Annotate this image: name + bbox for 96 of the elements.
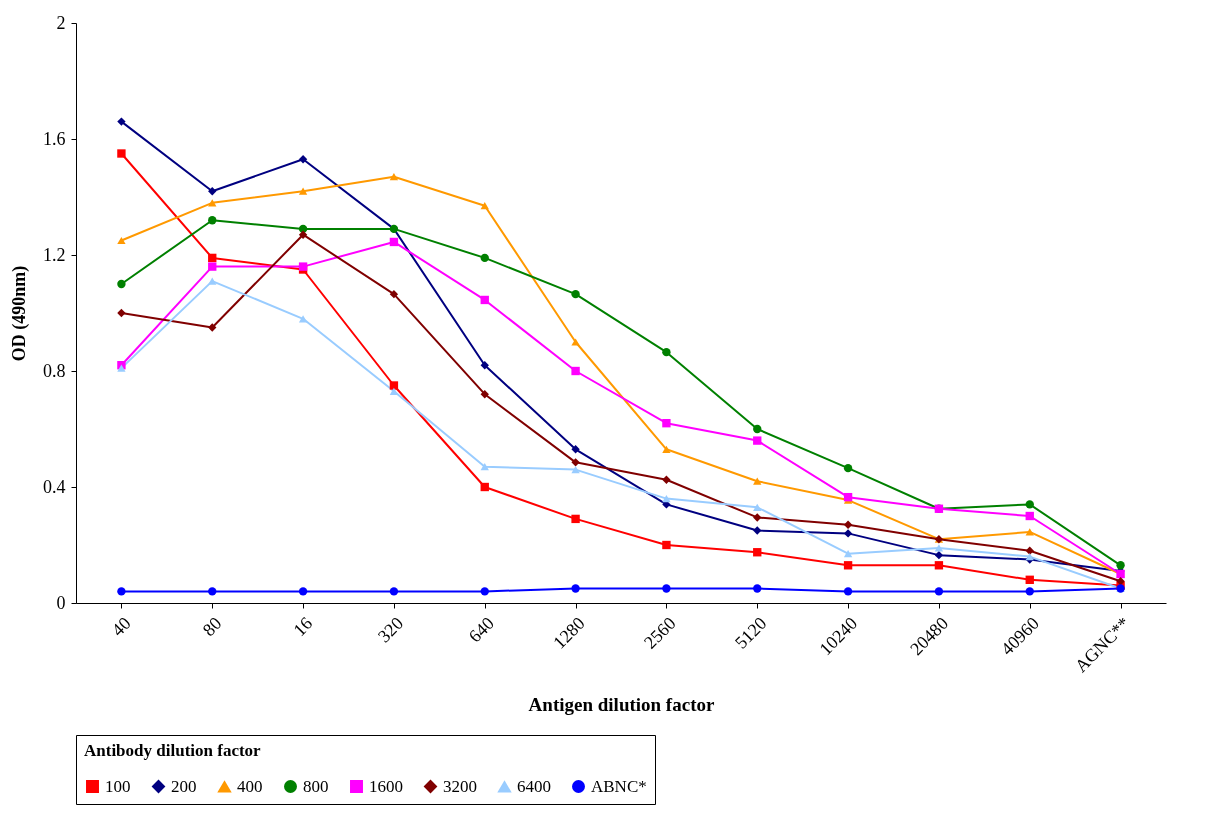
point — [480, 463, 489, 471]
point — [208, 199, 217, 207]
point — [208, 277, 217, 285]
point — [843, 492, 853, 502]
y-tick-label: 0.4 — [43, 476, 66, 497]
x-tick-label: 40 — [107, 613, 135, 640]
point — [480, 482, 489, 492]
legend-label: ABNC* — [591, 776, 647, 796]
point — [480, 361, 489, 370]
point — [480, 587, 489, 596]
point — [662, 540, 671, 550]
point — [298, 187, 308, 195]
point — [389, 381, 399, 390]
legend-label: 800 — [303, 776, 329, 796]
point — [480, 390, 489, 399]
point — [571, 289, 580, 299]
point — [117, 236, 126, 245]
legend-label: 1600 — [369, 776, 403, 796]
point — [571, 514, 580, 524]
x-tick-label: 16 — [289, 613, 317, 640]
point — [208, 187, 217, 196]
y-tick-label: 2 — [56, 12, 66, 33]
point — [753, 477, 762, 485]
legend-label: 100 — [105, 776, 131, 796]
point — [843, 561, 853, 570]
point — [753, 548, 762, 557]
point — [208, 587, 217, 596]
point — [662, 419, 671, 428]
x-tick-label: 640 — [464, 613, 498, 647]
point — [571, 458, 580, 467]
point — [753, 503, 762, 511]
legend-label: 400 — [237, 776, 263, 796]
point — [753, 526, 762, 535]
point — [208, 253, 217, 263]
point — [662, 475, 671, 484]
y-axis-title: OD (490nm) — [9, 265, 30, 362]
point — [662, 584, 671, 593]
point — [208, 216, 217, 225]
point — [571, 465, 580, 474]
point — [843, 520, 853, 529]
point — [753, 424, 762, 434]
point — [571, 584, 580, 593]
point — [1025, 546, 1034, 555]
legend-label: 200 — [171, 776, 197, 796]
point — [662, 445, 671, 453]
point — [117, 149, 126, 158]
point — [298, 587, 308, 596]
point — [480, 202, 489, 210]
point — [934, 587, 944, 596]
point — [1116, 561, 1125, 570]
point — [662, 347, 671, 357]
point — [480, 295, 489, 305]
point — [843, 550, 853, 558]
point — [208, 323, 217, 332]
point — [117, 587, 126, 596]
y-tick-label: 1.6 — [43, 128, 66, 149]
y-tick-label: 0.8 — [43, 360, 66, 381]
legend-label: 6400 — [517, 776, 551, 796]
point — [571, 366, 580, 376]
y-tick-label: 1.2 — [43, 244, 66, 265]
point — [1025, 575, 1034, 584]
point — [843, 463, 853, 473]
point — [843, 587, 853, 596]
point — [117, 117, 126, 126]
legend-label: 3200 — [443, 776, 477, 796]
y-tick-label: 0 — [56, 592, 66, 613]
point — [208, 262, 217, 271]
x-tick-label: 80 — [198, 613, 226, 640]
point — [298, 230, 308, 239]
point — [1025, 528, 1034, 536]
point — [389, 289, 399, 299]
point — [753, 513, 762, 522]
point — [389, 237, 399, 247]
point — [934, 544, 944, 552]
point — [1025, 500, 1034, 509]
point — [1025, 587, 1034, 596]
point — [1116, 577, 1125, 586]
point — [117, 308, 126, 318]
point — [753, 584, 762, 593]
point — [843, 529, 853, 538]
legend-title: Antibody dilution factor — [84, 741, 262, 760]
x-tick-label: 320 — [373, 613, 408, 647]
point — [298, 315, 308, 323]
point — [662, 494, 671, 503]
point — [389, 587, 399, 596]
point — [480, 253, 489, 263]
point — [934, 561, 944, 570]
point — [571, 338, 580, 346]
point — [1025, 511, 1034, 521]
point — [753, 436, 762, 445]
point — [298, 155, 308, 164]
point — [934, 550, 944, 560]
point — [571, 445, 580, 454]
point — [389, 173, 399, 181]
point — [117, 279, 126, 289]
x-axis-title: Antigen dilution factor — [528, 694, 715, 716]
